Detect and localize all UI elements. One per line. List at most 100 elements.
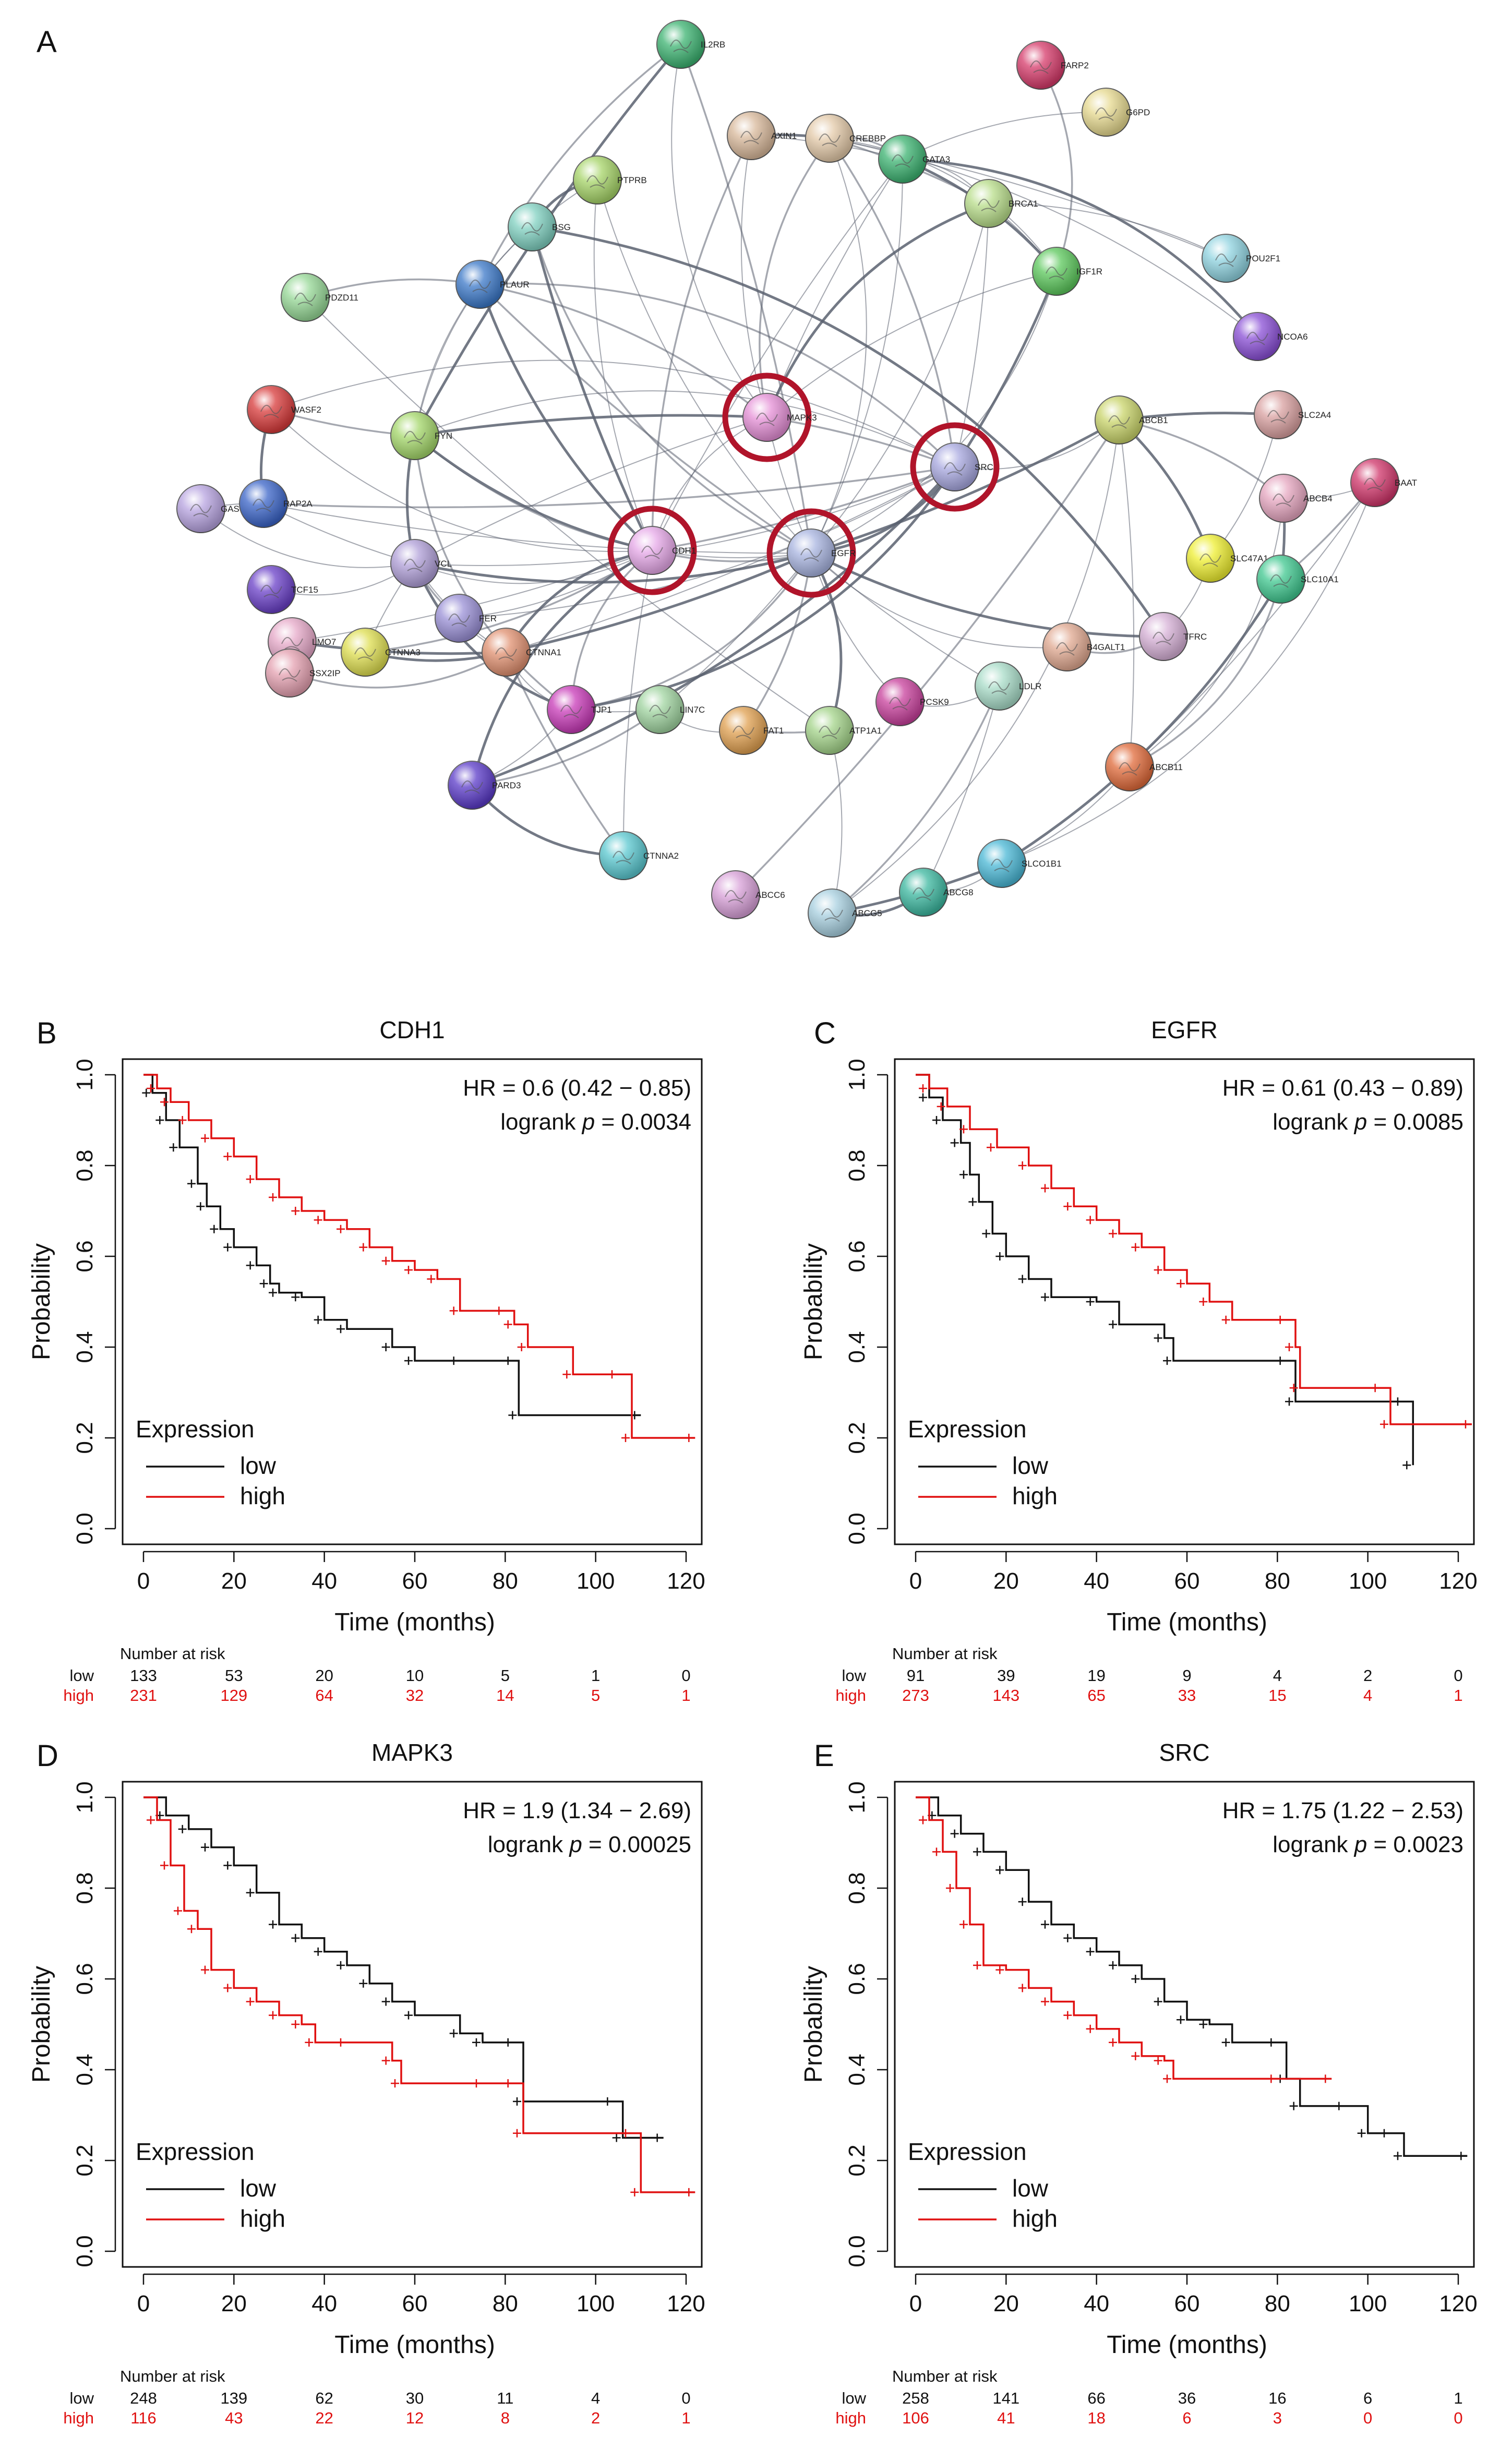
network-node[interactable]: ABCG5	[808, 889, 882, 938]
network-node[interactable]: B4GALT1	[1042, 622, 1125, 671]
highlight-ring	[766, 508, 856, 598]
network-node[interactable]: FARP2	[1016, 41, 1089, 90]
censor-mark	[919, 1816, 927, 1824]
network-node[interactable]: PLAUR	[455, 260, 530, 309]
network-edge	[271, 359, 955, 467]
censor-mark	[959, 1170, 968, 1179]
network-edge	[479, 283, 812, 554]
network-node[interactable]: FYN	[390, 411, 452, 460]
network-node[interactable]: AXIN1	[727, 111, 797, 160]
censor-mark	[160, 1098, 169, 1107]
network-node[interactable]: CTNNA1	[482, 628, 561, 677]
network-edge	[479, 283, 768, 418]
censor-mark	[1267, 2074, 1276, 2083]
network-edge	[810, 552, 843, 731]
network-node[interactable]: IL2RB	[656, 20, 725, 69]
y-tick-label: 0.0	[72, 1512, 98, 1544]
network-node[interactable]: SSX2IP	[265, 649, 341, 698]
risk-value-low: 258	[902, 2389, 929, 2407]
network-node[interactable]: SLC10A1	[1256, 555, 1339, 604]
network-node[interactable]: NCOA6	[1233, 312, 1308, 361]
logrank-text: logrank p = 0.00025	[488, 1832, 691, 1857]
network-node[interactable]: TFRC	[1139, 612, 1207, 661]
network-node[interactable]: GATA3	[878, 135, 950, 184]
hazard-ratio-text: HR = 0.61 (0.43 − 0.89)	[1222, 1075, 1463, 1101]
node-label: NCOA6	[1277, 332, 1308, 342]
network-node[interactable]: LIN7C	[635, 685, 705, 734]
node-structure-icon	[1267, 410, 1289, 424]
node-label: SRC	[975, 462, 993, 472]
node-structure-icon	[469, 280, 491, 293]
network-node[interactable]: GAS7	[176, 484, 244, 533]
network-node[interactable]: POU2F1	[1202, 234, 1280, 283]
risk-row-label-high: high	[835, 1686, 866, 1704]
network-edge	[1118, 419, 1212, 559]
censor-mark	[337, 1961, 345, 1970]
node-label: EGFR	[831, 548, 856, 558]
network-node[interactable]: ABCG8	[899, 868, 974, 917]
network-node[interactable]: CDH1	[628, 526, 696, 575]
network-node[interactable]: IGF1R	[1032, 247, 1102, 296]
node-structure-icon	[978, 199, 1000, 212]
network-edge	[263, 466, 955, 509]
network-node[interactable]: SLC2A4	[1254, 390, 1331, 439]
y-tick-label: 0.4	[72, 2054, 98, 2085]
network-node[interactable]: ABCB4	[1259, 474, 1333, 523]
network-node[interactable]: ATP1A1	[805, 706, 882, 755]
network-node[interactable]: PDZD11	[281, 273, 358, 322]
network-node[interactable]: PTPRB	[573, 155, 647, 205]
network-node[interactable]: TCF15	[247, 565, 318, 614]
network-node[interactable]: SLCO1B1	[977, 839, 1062, 888]
network-node[interactable]: TJP1	[547, 685, 612, 734]
network-node[interactable]: ABCB1	[1095, 395, 1168, 445]
risk-value-low: 10	[406, 1666, 424, 1685]
censor-mark	[1199, 2020, 1208, 2028]
logrank-text: logrank p = 0.0034	[500, 1109, 691, 1135]
network-edge	[988, 202, 1227, 259]
risk-value-high: 3	[1273, 2409, 1282, 2427]
network-edge	[902, 158, 1258, 338]
risk-value-high: 15	[1268, 1686, 1286, 1704]
network-edge	[459, 466, 955, 619]
network-edge	[1040, 65, 1073, 272]
network-node[interactable]: LDLR	[975, 662, 1041, 711]
network-node[interactable]: PCSK9	[875, 677, 949, 726]
network-node[interactable]: CREBBP	[805, 114, 886, 163]
node-label: TCF15	[291, 585, 318, 595]
node-structure-icon	[1108, 415, 1130, 429]
network-node[interactable]: VCL	[390, 539, 452, 588]
censor-mark	[314, 1947, 322, 1956]
network-node[interactable]: BAAT	[1350, 458, 1417, 507]
network-node[interactable]: SRC	[930, 442, 993, 491]
censor-mark	[359, 1979, 368, 1988]
network-node[interactable]: ABCC6	[711, 870, 785, 919]
chart-title: EGFR	[1151, 1016, 1218, 1043]
network-edge	[1129, 579, 1282, 768]
network-node[interactable]: CTNNA3	[341, 628, 421, 677]
network-node[interactable]: MAPK3	[742, 393, 817, 442]
node-structure-icon	[821, 908, 843, 922]
network-node[interactable]: CTNNA2	[599, 831, 679, 880]
network-node[interactable]: FAT1	[719, 706, 784, 755]
network-node[interactable]: ABCB11	[1105, 742, 1183, 791]
censor-mark	[1041, 1184, 1049, 1193]
network-edge	[923, 686, 1000, 893]
network-node[interactable]: FER	[435, 594, 497, 643]
network-node[interactable]: G6PD	[1082, 88, 1150, 137]
risk-value-low: 4	[1273, 1666, 1282, 1685]
x-tick-label: 20	[993, 1568, 1019, 1594]
network-node[interactable]: PARD3	[448, 761, 521, 810]
network-edge	[735, 419, 1120, 896]
censor-mark	[1063, 1934, 1072, 1942]
network-node[interactable]: BSG	[508, 202, 571, 251]
network-node[interactable]: EGFR	[787, 529, 856, 578]
network-node[interactable]: RAP2A	[239, 479, 313, 528]
network-node[interactable]: SLC47A1	[1186, 534, 1268, 583]
censor-mark	[174, 1906, 182, 1915]
network-node[interactable]: WASF2	[247, 385, 321, 434]
censor-mark	[291, 2020, 300, 2028]
censor-mark	[503, 1320, 512, 1329]
censor-mark	[1321, 2074, 1330, 2083]
network-node[interactable]: BRCA1	[964, 179, 1038, 228]
censor-mark	[1154, 2056, 1162, 2065]
